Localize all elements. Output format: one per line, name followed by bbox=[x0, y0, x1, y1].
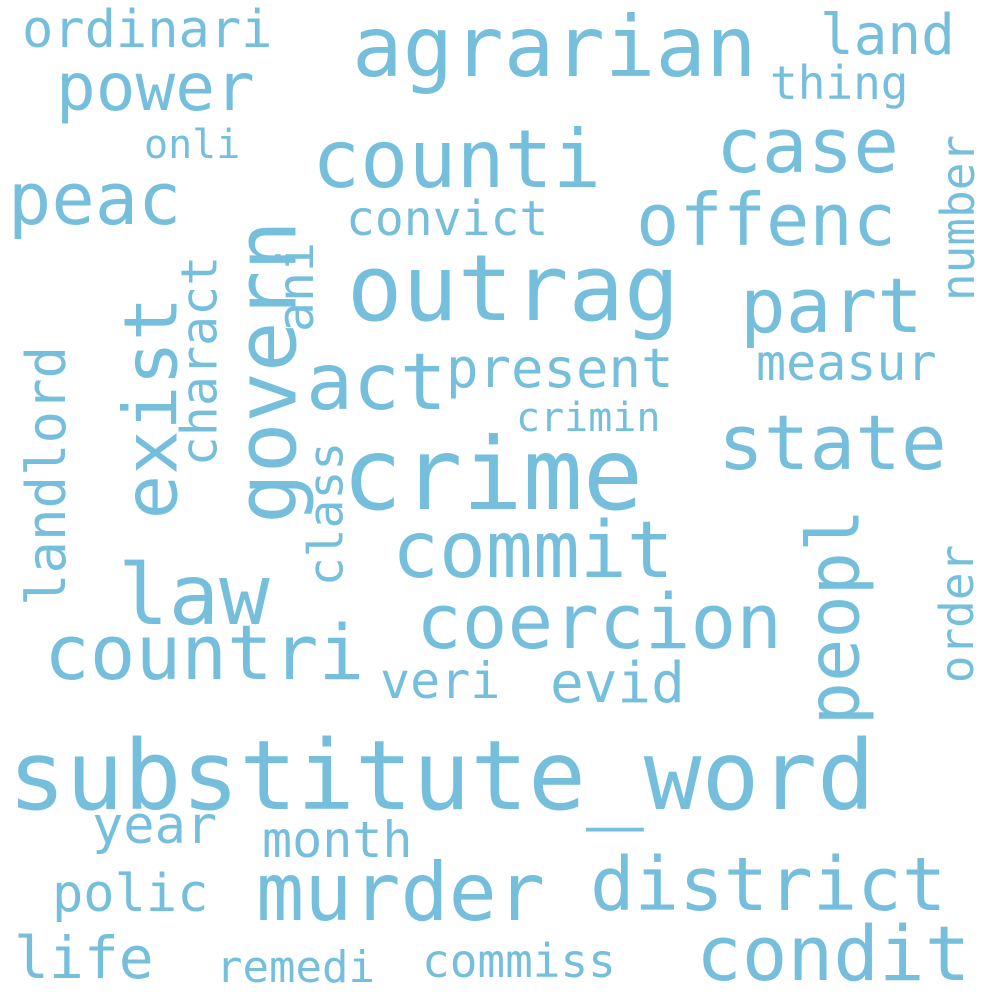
word-peac: peac bbox=[8, 157, 182, 241]
word-act: act bbox=[306, 338, 447, 428]
word-crime: crime bbox=[342, 416, 644, 533]
word-agrarian: agrarian bbox=[352, 0, 757, 96]
word-month: month bbox=[262, 811, 413, 869]
word-state: state bbox=[718, 398, 947, 487]
word-murder: murder bbox=[256, 846, 545, 939]
word-coercion: coercion bbox=[416, 577, 783, 666]
word-peopl: peopl bbox=[791, 508, 876, 726]
word-measur: measur bbox=[756, 334, 937, 392]
word-part: part bbox=[740, 261, 924, 350]
word-onli: onli bbox=[144, 122, 241, 168]
word-offenc: offenc bbox=[636, 178, 897, 262]
word-ani: ani bbox=[267, 241, 326, 333]
word-landlord: landlord bbox=[15, 345, 79, 607]
word-veri: veri bbox=[380, 652, 501, 710]
word-power: power bbox=[56, 49, 255, 126]
word-outrag: outrag bbox=[347, 235, 680, 342]
word-convict: convict bbox=[346, 191, 549, 247]
word-countri: countri bbox=[44, 608, 365, 697]
word-evid: evid bbox=[550, 651, 685, 716]
word-commiss: commiss bbox=[422, 934, 616, 988]
word-district: district bbox=[590, 842, 947, 928]
word-thing: thing bbox=[770, 56, 909, 110]
word-crimin: crimin bbox=[516, 395, 661, 441]
word-present: present bbox=[446, 337, 674, 400]
word-order: order bbox=[930, 544, 985, 684]
word-polic: polic bbox=[52, 864, 209, 924]
word-number: number bbox=[931, 134, 986, 302]
word-law: law bbox=[118, 546, 270, 644]
word-class: class bbox=[298, 441, 355, 587]
word-case: case bbox=[716, 101, 900, 190]
word-substitute-word: substitute_word bbox=[8, 720, 875, 832]
word-counti: counti bbox=[312, 113, 601, 206]
word-ordinari: ordinari bbox=[22, 0, 273, 60]
word-land: land bbox=[820, 3, 955, 68]
word-life: life bbox=[14, 924, 154, 992]
word-commit: commit bbox=[392, 506, 674, 596]
word-charact: charact bbox=[170, 255, 229, 467]
word-condit: condit bbox=[696, 909, 971, 998]
word-remedi: remedi bbox=[216, 942, 375, 993]
word-year: year bbox=[92, 796, 218, 856]
